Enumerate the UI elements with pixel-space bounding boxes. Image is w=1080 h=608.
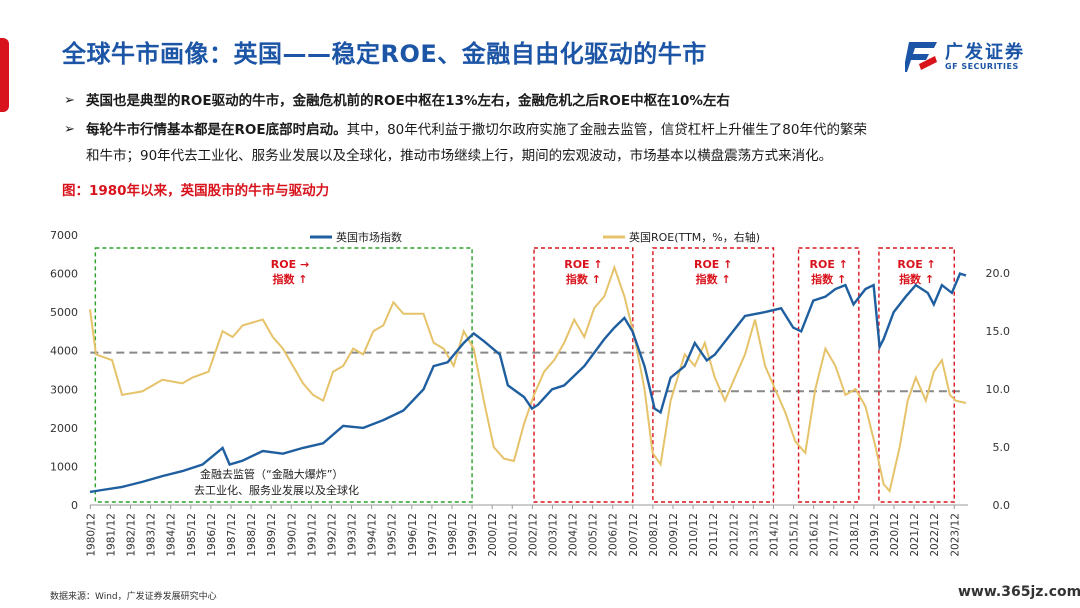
y-left-tick-label: 2000 [50,422,78,435]
bullet-2-lead: 每轮牛市行情基本都是在ROE底部时启动。 [86,122,347,138]
x-tick-label: 1991/12 [306,513,318,557]
x-tick-label: 1983/12 [146,513,158,557]
bull-period-box [878,247,955,503]
x-tick-label: 2001/12 [507,513,519,557]
bull-box-label-index: 指数 ↑ [811,272,846,286]
x-tick-label: 1982/12 [126,513,138,557]
x-tick-label: 1984/12 [166,513,178,557]
legend-label-index: 英国市场指数 [336,230,402,244]
legend-label-roe: 英国ROE(TTM，%，右轴) [629,230,760,244]
y-right-tick-label: 0.0 [993,499,1011,512]
bull-period-box [94,247,473,503]
x-tick-label: 2020/12 [889,513,901,557]
bull-box-label-roe: ROE ↑ [694,258,732,271]
x-tick-label: 1994/12 [367,513,379,557]
y-right-tick-label: 5.0 [993,441,1011,454]
x-tick-label: 2022/12 [929,513,941,557]
logo-text-cn: 广发证券 [945,42,1025,63]
bull-period-box [533,247,634,503]
bullet-2-text: 其中，80年代利益于撒切尔政府实施了金融去监管，信贷杠杆上升催生了80年代的繁荣 [346,122,867,138]
bullet-2-text-line2: 和牛市；90年代去工业化、服务业发展以及全球化，推动市场继续上行，期间的宏观波动… [86,148,833,164]
bull-period-box [652,247,775,503]
x-tick-label: 1990/12 [286,513,298,557]
page-title: 全球牛市画像：英国——稳定ROE、金融自由化驱动的牛市 [62,40,707,68]
x-tick-label: 1986/12 [206,513,218,557]
y-right-tick-label: 15.0 [986,325,1011,338]
x-tick-label: 2008/12 [648,513,660,557]
x-tick-label: 2013/12 [748,513,760,557]
x-tick-label: 1997/12 [427,513,439,557]
y-left-tick-label: 5000 [50,306,78,319]
bull-box-label-index: 指数 ↑ [696,272,731,286]
x-tick-label: 2006/12 [608,513,620,557]
bullet-arrow-icon: ➢ [64,93,75,108]
y-left-tick-label: 3000 [50,383,78,396]
x-tick-label: 2019/12 [869,513,881,557]
series-line-uk-index [89,272,967,494]
y-left-tick-label: 4000 [50,345,78,358]
x-tick-label: 1988/12 [246,513,258,557]
bull-box-label-index: 指数 ↑ [566,272,601,286]
bull-box-label-index: 指数 ↑ [272,272,307,286]
x-tick-label: 2017/12 [829,513,841,557]
x-tick-label: 2004/12 [568,513,580,557]
x-tick-label: 1992/12 [326,513,338,557]
bull-box-label-index: 指数 ↑ [899,272,934,286]
x-tick-label: 2009/12 [668,513,680,557]
x-tick-label: 2014/12 [768,513,780,557]
bullet-1-text: 英国也是典型的ROE驱动的牛市，金融危机前的ROE中枢在13%左右，金融危机之后… [86,93,730,109]
watermark: www.365jz.com [958,584,1080,600]
x-tick-label: 2021/12 [909,513,921,557]
company-logo: 广发证券 GF SECURITIES [903,36,1055,78]
x-tick-label: 2018/12 [849,513,861,557]
source-note: 数据来源：Wind，广发证券发展研究中心 [50,592,217,602]
bullet-arrow-icon: ➢ [64,122,75,137]
x-tick-label: 2011/12 [708,513,720,557]
bull-box-label-roe: ROE → [271,258,309,271]
bull-box-label-roe: ROE ↑ [897,258,935,271]
y-left-tick-label: 6000 [50,268,78,281]
x-tick-label: 1993/12 [347,513,359,557]
x-tick-label: 1989/12 [266,513,278,557]
x-tick-label: 2003/12 [547,513,559,557]
x-tick-label: 2015/12 [789,513,801,557]
y-left-tick-label: 7000 [50,229,78,242]
accent-bar [0,38,9,112]
x-tick-label: 2000/12 [487,513,499,557]
figure-caption: 图：1980年以来，英国股市的牛市与驱动力 [62,183,330,199]
x-tick-label: 1998/12 [447,513,459,557]
x-tick-label: 2016/12 [809,513,821,557]
x-tick-label: 1995/12 [387,513,399,557]
x-tick-label: 2010/12 [688,513,700,557]
logo-mark-icon [903,42,937,72]
bull-period-box [797,247,860,503]
x-tick-label: 2012/12 [728,513,740,557]
x-tick-label: 2023/12 [949,513,961,557]
annotation-deindustrialization: 去工业化、服务业发展以及全球化 [194,483,359,497]
x-tick-label: 2002/12 [527,513,539,557]
x-tick-label: 2007/12 [628,513,640,557]
x-tick-label: 2005/12 [588,513,600,557]
x-tick-label: 1987/12 [226,513,238,557]
y-right-tick-label: 10.0 [986,383,1011,396]
x-tick-label: 1981/12 [105,513,117,557]
y-right-tick-label: 20.0 [986,267,1011,280]
x-tick-label: 1996/12 [407,513,419,557]
y-left-tick-label: 0 [71,499,78,512]
bull-box-label-roe: ROE ↑ [564,258,602,271]
logo-text-en: GF SECURITIES [945,62,1019,71]
bull-box-label-roe: ROE ↑ [810,258,848,271]
x-tick-label: 1999/12 [467,513,479,557]
x-tick-label: 1985/12 [186,513,198,557]
series-line-uk-roe [89,264,967,494]
annotation-financial-deregulation: 金融去监管（“金融大爆炸”） [200,467,343,481]
y-left-tick-label: 1000 [50,460,78,473]
x-tick-label: 1980/12 [85,513,97,557]
